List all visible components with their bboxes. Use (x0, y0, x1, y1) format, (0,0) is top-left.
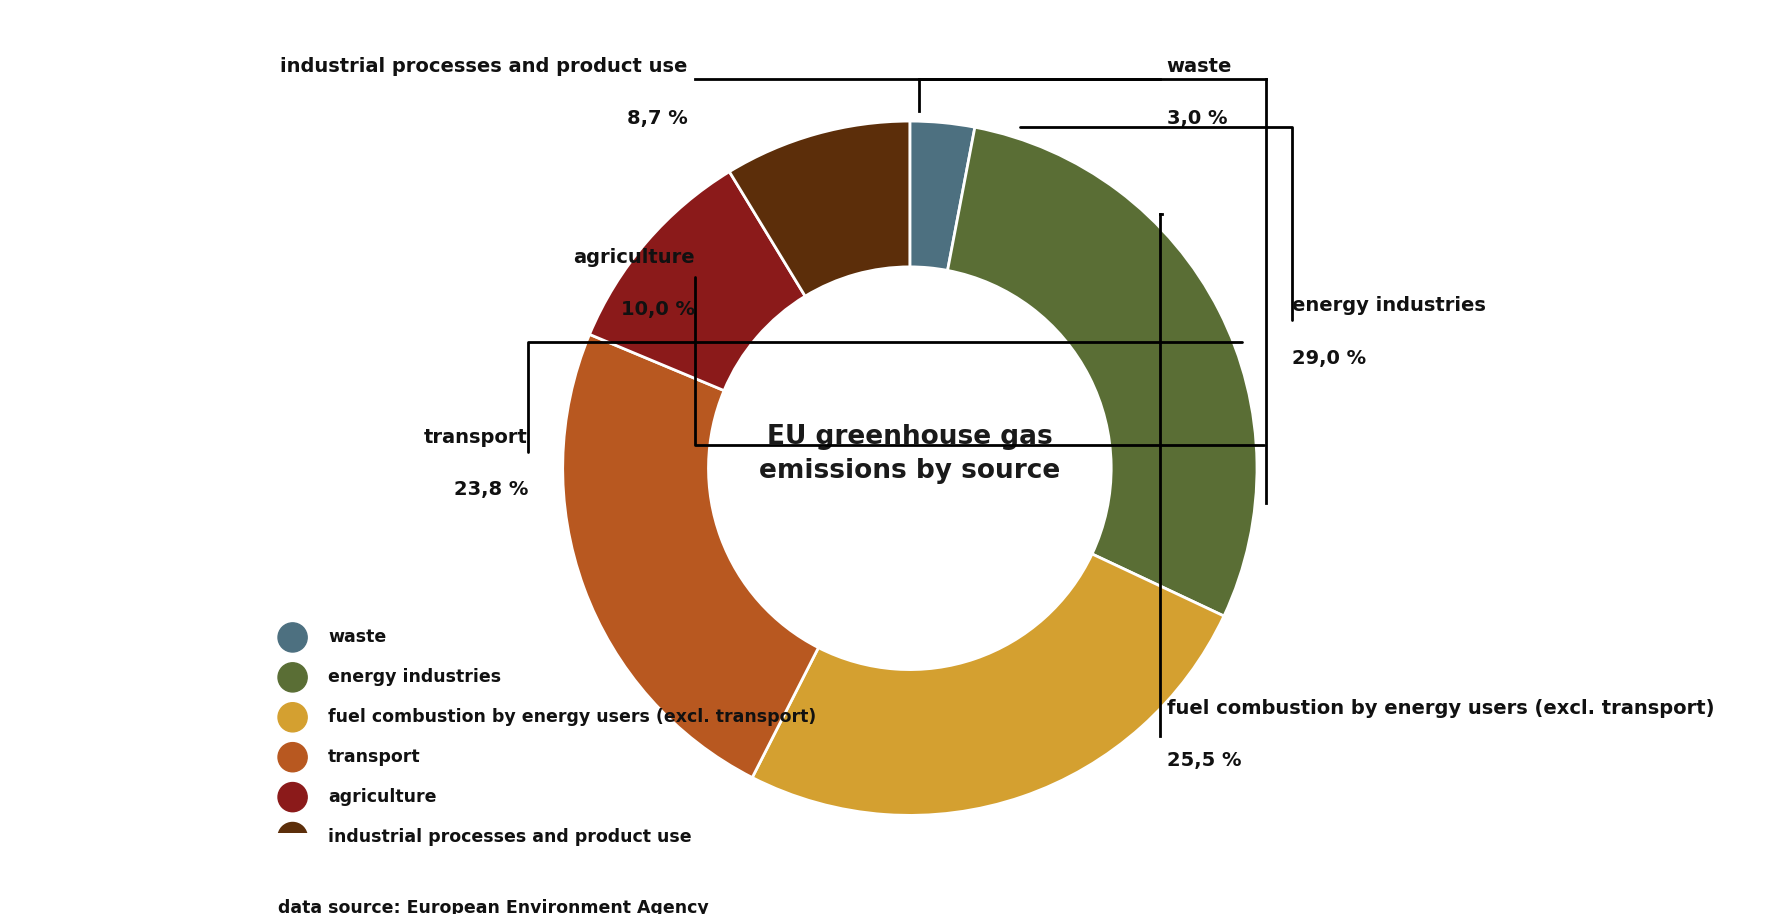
Text: 10,0 %: 10,0 % (621, 300, 694, 319)
Text: 8,7 %: 8,7 % (626, 109, 687, 128)
Wedge shape (730, 121, 910, 296)
Text: agriculture: agriculture (328, 788, 437, 806)
Wedge shape (753, 554, 1224, 815)
Text: transport: transport (425, 429, 528, 447)
Circle shape (278, 742, 307, 771)
Text: waste: waste (1167, 57, 1233, 76)
Wedge shape (589, 172, 805, 390)
Text: 25,5 %: 25,5 % (1167, 751, 1242, 771)
Text: agriculture: agriculture (573, 248, 694, 267)
Text: industrial processes and product use: industrial processes and product use (328, 828, 692, 846)
Circle shape (278, 703, 307, 732)
Wedge shape (562, 335, 819, 778)
Text: energy industries: energy industries (1292, 296, 1486, 315)
Circle shape (278, 622, 307, 652)
Circle shape (278, 782, 307, 812)
Text: 3,0 %: 3,0 % (1167, 109, 1227, 128)
Text: 29,0 %: 29,0 % (1292, 348, 1367, 367)
Text: 23,8 %: 23,8 % (453, 481, 528, 499)
Text: fuel combustion by energy users (excl. transport): fuel combustion by energy users (excl. t… (1167, 699, 1714, 718)
Circle shape (278, 663, 307, 692)
Text: waste: waste (328, 629, 387, 646)
Circle shape (278, 823, 307, 852)
Text: data source: European Environment Agency: data source: European Environment Agency (278, 898, 708, 914)
Text: industrial processes and product use: industrial processes and product use (280, 57, 687, 76)
Text: energy industries: energy industries (328, 668, 501, 686)
Text: EU greenhouse gas
emissions by source: EU greenhouse gas emissions by source (760, 424, 1060, 484)
Wedge shape (910, 121, 974, 271)
Text: transport: transport (328, 749, 421, 766)
Wedge shape (947, 127, 1258, 616)
Text: fuel combustion by energy users (excl. transport): fuel combustion by energy users (excl. t… (328, 708, 817, 727)
